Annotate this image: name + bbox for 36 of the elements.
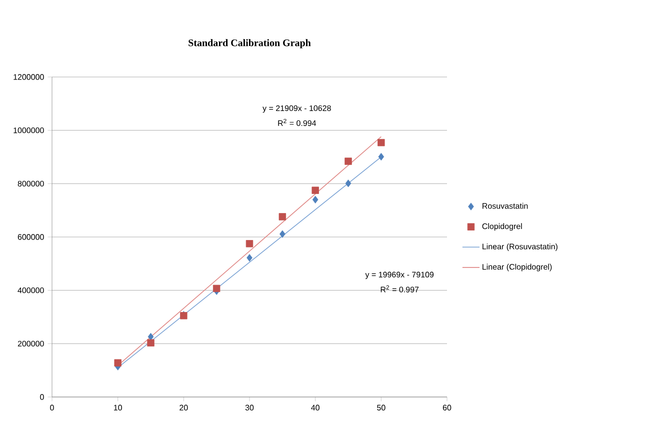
x-tick-label: 10 (114, 404, 122, 410)
x-tick-label: 40 (311, 404, 320, 410)
point (312, 186, 319, 194)
point (246, 254, 252, 262)
y-tick-label: 1000000 (14, 127, 44, 134)
y-tick-label: 600000 (18, 234, 44, 240)
x-tick-label: 60 (442, 404, 452, 410)
point (246, 240, 254, 248)
chart-title: Standard Calibration Graph (188, 39, 311, 48)
x-tick-label: 0 (50, 404, 54, 410)
annotation: R$^{2}$ = 0.997 (380, 285, 419, 292)
legend-label: Rosuvastatin (482, 202, 528, 209)
point (345, 180, 352, 188)
legend-label: Linear (Clopidogrel) (482, 264, 552, 272)
point (312, 196, 318, 204)
point (378, 152, 384, 161)
y-tick-label: 800000 (18, 180, 44, 186)
point (212, 284, 220, 292)
x-tick-label: 20 (180, 404, 188, 410)
y-tick-label: 400000 (18, 287, 44, 294)
y-tick-label: 200000 (18, 340, 44, 346)
annotation: R$^{2}$ = 0.994 (278, 118, 316, 126)
point (344, 158, 352, 165)
legend-label: Linear (Rosuvastatin) (482, 243, 558, 251)
annotation: y = 19969x - 79109 (365, 272, 434, 280)
y-tick-label: 1200000 (14, 74, 44, 80)
point (147, 339, 154, 346)
x-tick-label: 50 (377, 404, 386, 410)
point (278, 213, 286, 220)
x-tick-label: 30 (245, 404, 254, 410)
y-tick-label: 0 (40, 394, 44, 400)
point (378, 138, 385, 146)
legend-label: Clopidogrel (482, 223, 522, 231)
point (280, 230, 286, 238)
annotation: y = 21909x - 10628 (262, 105, 331, 113)
point (114, 359, 122, 366)
